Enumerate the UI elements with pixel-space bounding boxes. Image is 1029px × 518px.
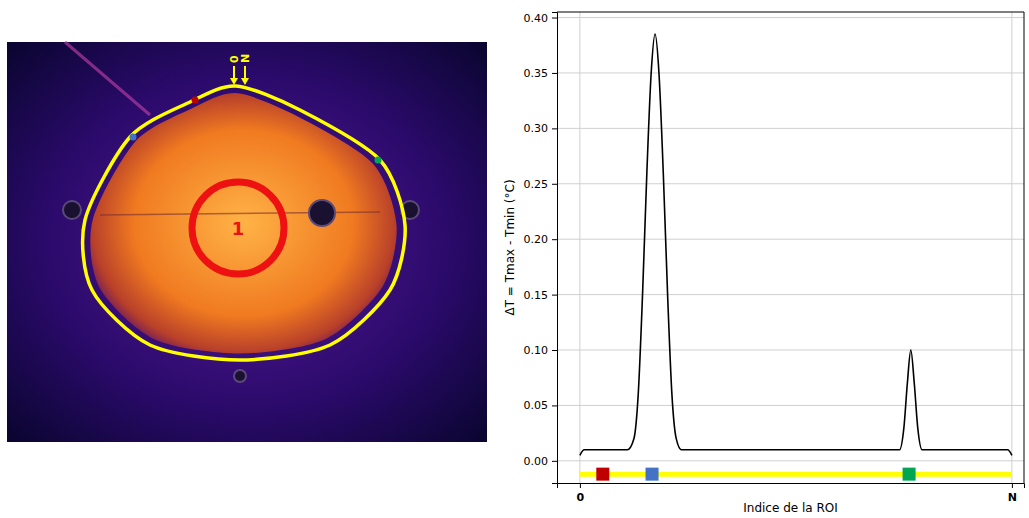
y-tick: 0.25	[524, 178, 558, 191]
roi-marker	[596, 468, 609, 481]
x-axis-line	[558, 484, 1025, 489]
y-tick-mark	[552, 73, 557, 74]
y-grid-line	[557, 128, 1024, 129]
mask-fixture	[234, 370, 246, 382]
y-tick: 0.35	[524, 67, 558, 80]
y-tick-mark	[552, 461, 557, 462]
thermal-image: 10N	[7, 42, 487, 442]
y-tick: 0.30	[524, 122, 558, 135]
y-tick: 0.20	[524, 233, 558, 246]
y-tick-label: 0.00	[524, 455, 549, 468]
y-grid-line	[557, 17, 1024, 18]
grid	[557, 12, 1024, 483]
y-tick-label: 0.15	[524, 289, 549, 302]
x-tick-label: N	[1008, 491, 1017, 504]
image-glare	[65, 42, 150, 115]
chart: 0.00 0.05 0.10 0.15 0.20 0.25 0.30 0.35 0.40 0 N In…	[503, 12, 1025, 515]
figure: 10N0.000.050.100.150.200.250.300.350.400…	[0, 0, 1029, 518]
x-tick: N	[1008, 483, 1017, 504]
mask-fixture	[63, 201, 81, 219]
y-tick: 0.10	[524, 344, 558, 357]
y-axis-title: ΔT = Tmax - Tmin (°C)	[503, 179, 517, 315]
y-tick-mark	[552, 128, 557, 129]
image-background	[7, 42, 487, 442]
roi-circle	[192, 182, 284, 274]
y-axis: 0.00 0.05 0.10 0.15 0.20 0.25 0.30 0.35 0.40	[524, 12, 558, 484]
y-tick-label: 0.35	[524, 67, 549, 80]
roi-marker	[646, 468, 659, 481]
arrow-label: N	[239, 54, 252, 63]
y-tick-label: 0.25	[524, 178, 549, 191]
y-tick-label: 0.05	[524, 399, 549, 412]
y-grid-line	[557, 239, 1024, 240]
roi-point	[130, 134, 137, 141]
y-tick-label: 0.10	[524, 344, 549, 357]
y-tick-label: 0.20	[524, 233, 549, 246]
x-axis-title: Indice de la ROI	[743, 501, 838, 515]
roi-point	[375, 157, 382, 164]
mask-seam	[100, 212, 380, 215]
y-grid-line	[557, 405, 1024, 406]
roi-label: 1	[232, 218, 245, 239]
x-tick-mark	[1012, 483, 1013, 488]
start-arrow	[233, 66, 235, 80]
plot-area	[580, 34, 1012, 480]
y-axis-line	[552, 13, 558, 484]
x-grid-line	[579, 12, 580, 483]
delta-t-line	[580, 34, 1012, 455]
x-tick: 0	[577, 483, 585, 504]
y-grid-line	[557, 294, 1024, 295]
y-tick-mark	[552, 239, 557, 240]
mask-fixture	[309, 200, 335, 226]
x-tick-label: 0	[577, 491, 585, 504]
y-tick-mark	[552, 295, 557, 296]
roi-point	[192, 97, 199, 104]
y-tick-mark	[552, 18, 557, 19]
y-tick: 0.00	[524, 455, 558, 468]
roi-outline	[83, 86, 406, 360]
y-tick: 0.40	[524, 12, 558, 25]
arrow-head	[241, 78, 249, 85]
roi-band	[580, 472, 1012, 477]
y-grid-line	[557, 183, 1024, 184]
arrow-head	[230, 78, 238, 85]
x-grid-line	[1011, 12, 1012, 483]
y-tick: 0.05	[524, 399, 558, 412]
y-grid-line	[557, 460, 1024, 461]
y-tick-label: 0.40	[524, 12, 549, 25]
roi-marker	[903, 468, 916, 481]
x-tick-mark	[580, 483, 581, 488]
y-tick-label: 0.30	[524, 122, 549, 135]
frame-top	[557, 12, 1024, 13]
y-tick-mark	[552, 184, 557, 185]
frame-right	[1024, 12, 1025, 483]
start-arrow	[244, 66, 246, 80]
y-tick-mark	[552, 405, 557, 406]
y-tick: 0.15	[524, 289, 558, 302]
y-grid-line	[557, 350, 1024, 351]
y-grid-line	[557, 72, 1024, 73]
y-tick-mark	[552, 350, 557, 351]
